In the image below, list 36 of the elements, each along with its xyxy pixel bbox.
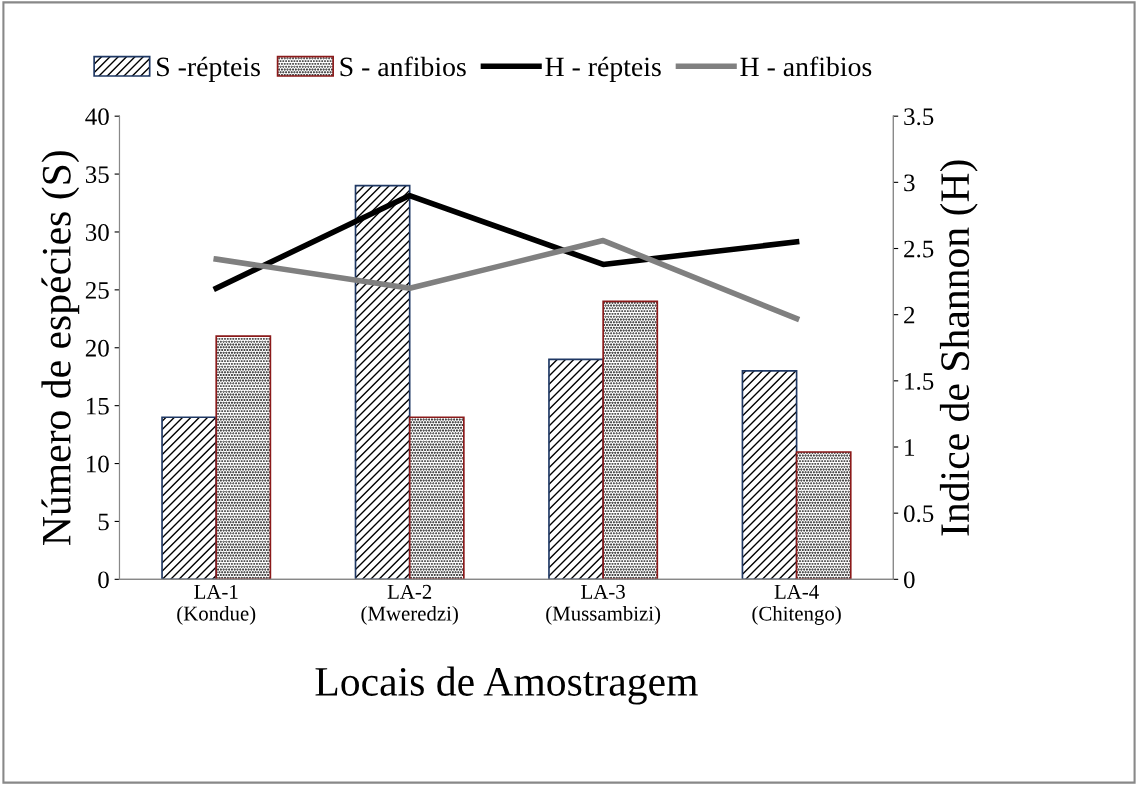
bar [161, 416, 218, 580]
bar [548, 358, 604, 580]
legend-label: H - anfibios [740, 56, 872, 77]
y-axis-title: Número de espécies (S) [41, 151, 80, 545]
y-tick-label: 35 [85, 166, 109, 183]
bar [602, 300, 659, 580]
y-tick-label: 25 [85, 281, 109, 299]
y-tick-label: 30 [85, 224, 109, 241]
bar [215, 335, 272, 580]
x-tick-label: LA-4 (Chitengo) [752, 584, 841, 625]
bar [741, 370, 798, 580]
legend-label: S -répteis [157, 56, 260, 82]
y2-tick-label: 2.5 [904, 240, 934, 258]
y-tick-label: 5 [98, 513, 109, 531]
y-tick-label: 20 [85, 339, 109, 357]
y2-tick-label: 0.5 [904, 505, 934, 523]
y2-tick-label: 2 [904, 306, 915, 324]
y2-tick-label: 1 [905, 439, 915, 456]
y-tick-label: 15 [86, 397, 109, 415]
y2-tick-label: 3.5 [904, 108, 934, 126]
y-tick-label: 40 [85, 108, 109, 126]
y-tick-label: 0 [98, 571, 109, 589]
y2-tick-label: 1.5 [905, 373, 934, 390]
y2-tick-label: 3 [904, 174, 915, 192]
y2-axis-title: Indice de Shannon (H) [939, 160, 978, 536]
bar [795, 451, 852, 580]
y-tick-label: 10 [86, 455, 109, 473]
x-tick-label: LA-3 (Mussambizi) [546, 584, 661, 625]
y2-tick-label: 0 [904, 571, 915, 589]
x-axis-title: Locais de Amostragem [315, 666, 698, 705]
bar [354, 184, 411, 580]
bar [408, 416, 465, 580]
legend-label: H - répteis [545, 56, 661, 82]
legend-label: S - anfibios [340, 56, 466, 77]
x-tick-label: LA-1 (Kondue) [177, 584, 256, 625]
x-tick-label: LA-2 (Mweredzi) [361, 584, 458, 625]
